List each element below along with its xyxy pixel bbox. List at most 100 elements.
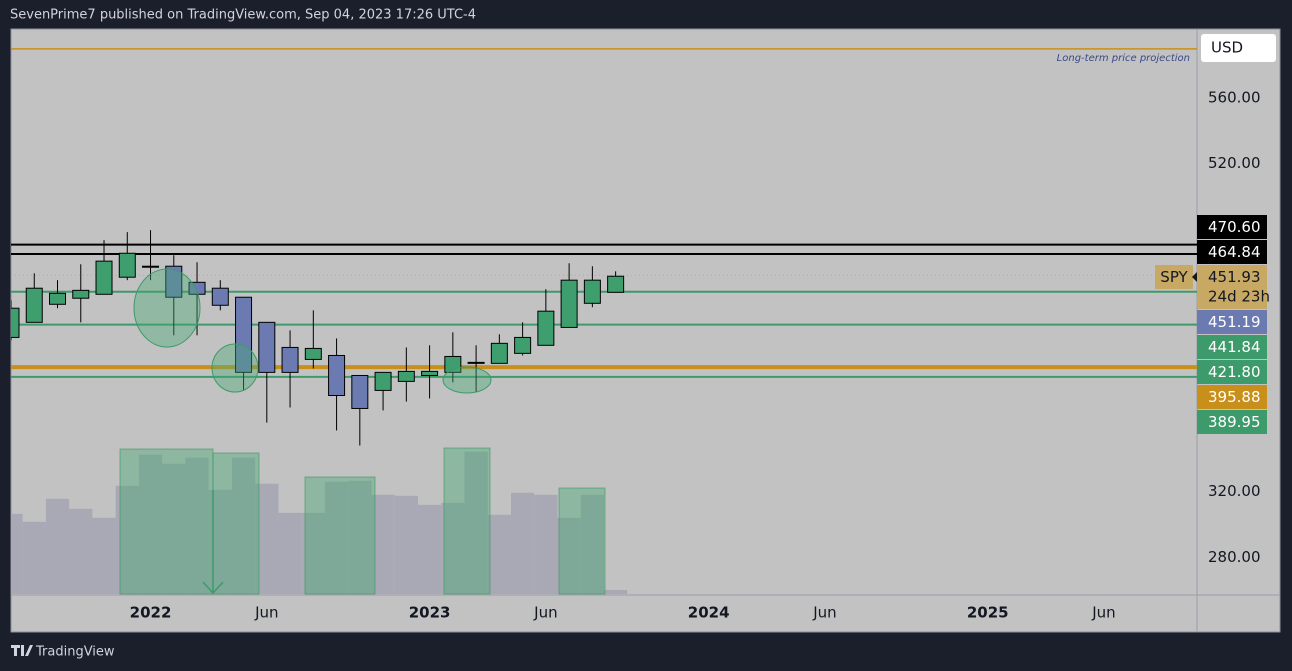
volume-bar <box>534 494 558 594</box>
symbol-label: SPY <box>1160 268 1188 286</box>
brand: TradingView <box>11 645 115 660</box>
candle-body <box>537 310 555 346</box>
candle-body <box>258 321 276 373</box>
x-tick-label: Jun <box>254 604 278 622</box>
symbol-pointer <box>1192 272 1197 282</box>
level-lines <box>11 48 1197 378</box>
highlight-box <box>119 448 214 595</box>
volume-bar <box>138 454 163 594</box>
price-label-box <box>1197 310 1267 334</box>
volume-bar <box>348 480 372 594</box>
candle-body <box>11 307 20 338</box>
arrow-head <box>202 581 224 595</box>
volume-bar <box>115 485 139 594</box>
highlight-ellipse <box>133 268 201 348</box>
x-tick-label: Jun <box>533 604 557 622</box>
price-label-box <box>1197 265 1267 309</box>
currency-label[interactable]: USD <box>1211 39 1243 57</box>
price-label-box <box>1197 385 1267 409</box>
candle-body <box>607 275 625 293</box>
volume-bar <box>231 457 256 594</box>
x-tick-label: 2025 <box>967 604 1009 622</box>
y-tick-label: 320.00 <box>1208 482 1261 500</box>
volume-layer <box>11 451 628 594</box>
volume-bar <box>371 494 395 594</box>
volume-bar <box>604 589 628 594</box>
price-label: 441.84 <box>1208 338 1261 356</box>
price-label: 470.60 <box>1208 218 1261 236</box>
price-label: 389.95 <box>1208 413 1261 431</box>
x-tick-label: Jun <box>812 604 836 622</box>
volume-highlights <box>119 447 606 595</box>
candle-body <box>328 354 346 397</box>
price-label: 421.80 <box>1208 363 1261 381</box>
price-label-box <box>1197 240 1267 264</box>
volume-bar <box>301 512 325 594</box>
candle-body <box>211 287 229 306</box>
x-tick-label: 2022 <box>130 604 172 622</box>
y-tick-label: 560.00 <box>1208 88 1261 106</box>
x-tick-label: 2024 <box>688 604 730 622</box>
highlight-box <box>443 447 491 595</box>
axes: 280.00 320.00 520.00 560.00 2022 Jun 2023 Jun 20… <box>130 53 1270 622</box>
volume-bar <box>394 495 418 594</box>
volume-bar <box>324 481 349 594</box>
price-label: 464.84 <box>1208 243 1261 261</box>
candle-body <box>118 252 136 278</box>
brand-name: TradingView <box>35 645 115 660</box>
candle-body <box>281 346 299 373</box>
candle-body <box>165 265 183 298</box>
volume-bar <box>45 498 70 594</box>
highlight-box <box>212 452 260 595</box>
candle-body <box>397 370 415 382</box>
candle-body <box>490 342 508 364</box>
candles <box>11 230 625 446</box>
volume-bar <box>22 521 46 594</box>
price-label-box <box>1197 215 1267 239</box>
candle-body <box>235 296 253 373</box>
volume-bar <box>185 457 209 594</box>
candle-body <box>49 292 67 305</box>
volume-bar <box>92 517 116 594</box>
candle-body <box>467 361 485 364</box>
volume-bar <box>441 502 465 594</box>
annotations <box>133 268 492 394</box>
candle-body <box>95 260 113 295</box>
currency-button[interactable] <box>1201 34 1276 62</box>
volume-bar <box>255 483 279 594</box>
y-tick-label: 520.00 <box>1208 154 1261 172</box>
candle-body <box>421 370 439 376</box>
volume-bar <box>278 512 302 594</box>
volume-bar <box>162 463 186 594</box>
symbol-box <box>1155 265 1193 289</box>
price-label: 395.88 <box>1208 388 1261 406</box>
candle-body <box>25 287 43 323</box>
candle-body <box>583 279 601 304</box>
volume-bar <box>11 513 23 594</box>
countdown-label: 24d 23h <box>1208 288 1270 306</box>
volume-bar <box>487 514 511 594</box>
price-label-box <box>1197 360 1267 384</box>
volume-bar <box>464 451 488 594</box>
volume-bar <box>417 504 442 594</box>
volume-bar <box>69 508 93 594</box>
x-tick-label: 2023 <box>409 604 451 622</box>
candle-body <box>374 371 392 391</box>
price-label-box <box>1197 335 1267 359</box>
highlight-box <box>304 476 376 595</box>
x-tick-label: Jun <box>1091 604 1115 622</box>
price-label: 451.19 <box>1208 313 1261 331</box>
highlight-ellipse <box>211 343 259 393</box>
brand-logo <box>11 645 33 656</box>
candle-body <box>351 374 369 409</box>
candle-body <box>304 347 322 360</box>
y-tick-label: 280.00 <box>1208 548 1261 566</box>
price-label-box <box>1197 410 1267 434</box>
highlight-ellipse <box>442 366 492 394</box>
volume-bar <box>580 494 604 594</box>
candle-body <box>72 289 90 299</box>
candle-body <box>560 279 578 328</box>
candle-body <box>142 265 160 268</box>
volume-bar <box>510 492 535 594</box>
